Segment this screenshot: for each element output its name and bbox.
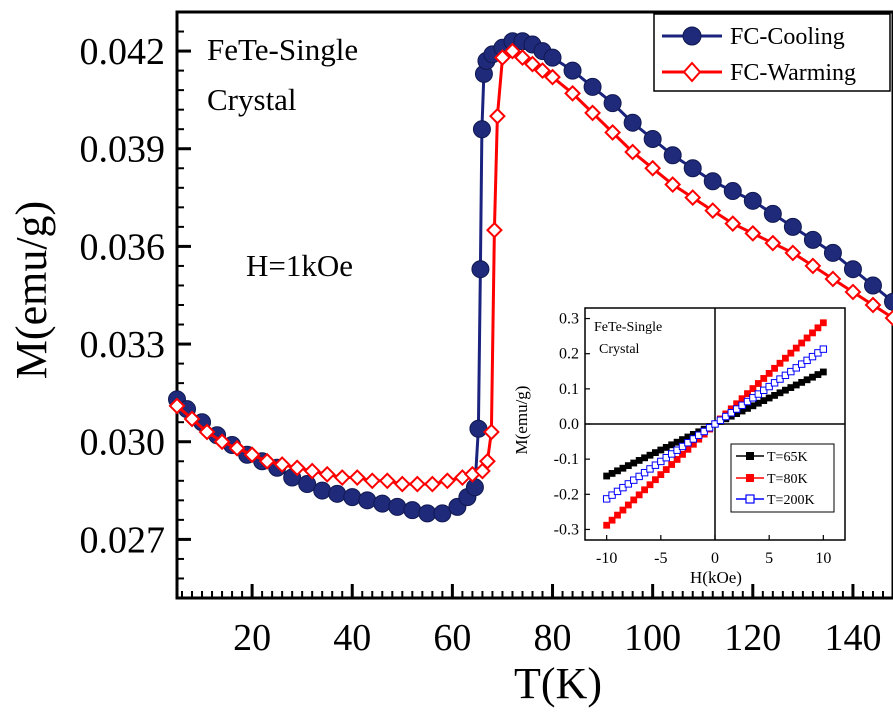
main-y-tick-label: 0.030 (80, 422, 166, 464)
main-x-tick-label: 20 (233, 617, 271, 659)
inset-x-tick-label: 10 (815, 550, 831, 567)
data-point-fc-cooling (544, 49, 561, 66)
data-point-fc-cooling (784, 218, 801, 235)
data-point-fc-cooling (704, 173, 721, 190)
inset-legend-80k-label: T=80K (767, 472, 808, 487)
inset-annotation-line2: Crystal (599, 342, 640, 357)
inset-data-point-t-200k (820, 346, 826, 352)
main-legend: FC-Cooling FC-Warming (654, 14, 890, 91)
inset-y-tick-label: 0.0 (559, 416, 579, 433)
main-x-tick-label: 120 (724, 617, 781, 659)
inset-x-tick-label: -10 (596, 550, 617, 567)
main-y-tick-label: 0.027 (80, 519, 166, 561)
main-x-tick-label: 140 (824, 617, 881, 659)
data-point-fc-cooling (359, 492, 376, 509)
data-point-fc-cooling (864, 277, 881, 294)
inset-data-point-t-80k (820, 319, 827, 326)
data-point-fc-cooling (329, 485, 346, 502)
data-point-fc-cooling (724, 183, 741, 200)
inset-legend-200k-marker (746, 495, 754, 503)
data-point-fc-cooling (624, 114, 641, 131)
inset-legend: T=65K T=80K T=200K (731, 444, 834, 512)
data-point-fc-cooling (664, 147, 681, 164)
data-point-fc-cooling (764, 205, 781, 222)
inset-x-axis-label: H(kOe) (690, 568, 742, 587)
data-point-fc-cooling (314, 482, 331, 499)
inset-y-tick-label: -0.1 (554, 451, 579, 468)
main-y-tick-label: 0.033 (80, 324, 166, 366)
data-point-fc-cooling (419, 505, 436, 522)
data-point-fc-cooling (473, 121, 490, 138)
data-point-fc-cooling (844, 261, 861, 278)
main-x-tick-label: 80 (534, 617, 572, 659)
data-point-fc-cooling (389, 498, 406, 515)
main-field-annotation: H=1kOe (246, 248, 353, 283)
legend-fc-cooling-label: FC-Cooling (730, 24, 845, 50)
data-point-fc-cooling (744, 192, 761, 209)
inset-legend-65k-label: T=65K (767, 450, 808, 465)
inset-y-tick-label: 0.2 (559, 346, 579, 363)
data-point-fc-cooling (604, 95, 621, 112)
inset-x-tick-label: 5 (765, 550, 773, 567)
main-y-tick-label: 0.036 (80, 226, 166, 268)
data-point-fc-cooling (470, 420, 487, 437)
data-point-fc-cooling (404, 502, 421, 519)
inset-legend-65k-marker (746, 452, 754, 460)
main-annotation-line2: Crystal (207, 82, 297, 117)
inset-y-tick-label: -0.2 (554, 486, 579, 503)
data-point-fc-cooling (374, 495, 391, 512)
inset-y-tick-label: 0.3 (559, 311, 579, 328)
main-x-tick-label: 100 (624, 617, 681, 659)
data-point-fc-cooling (824, 244, 841, 261)
inset-annotation-line1: FeTe-Single (594, 320, 662, 335)
data-point-fc-cooling (804, 231, 821, 248)
data-point-fc-cooling (584, 78, 601, 95)
data-point-fc-cooling (344, 489, 361, 506)
main-x-axis-label: T(K) (514, 659, 602, 708)
legend-fc-cooling-marker (683, 27, 701, 45)
data-point-fc-cooling (684, 160, 701, 177)
inset-data-point-t-65k (820, 369, 827, 376)
main-annotation-line1: FeTe-Single (207, 32, 358, 67)
main-x-tick-label: 60 (433, 617, 471, 659)
inset-y-tick-label: -0.3 (554, 521, 579, 538)
inset-y-axis-label: M(emu/g) (512, 386, 531, 455)
data-point-fc-cooling (472, 261, 489, 278)
data-point-fc-cooling (466, 479, 483, 496)
main-x-tick-label: 40 (333, 617, 371, 659)
data-point-fc-cooling (434, 505, 451, 522)
inset-legend-200k-label: T=200K (767, 493, 815, 508)
legend-fc-warming-label: FC-Warming (730, 60, 856, 86)
inset-legend-80k-marker (746, 474, 754, 482)
inset-x-tick-label: -5 (654, 550, 667, 567)
data-point-fc-cooling (564, 62, 581, 79)
main-y-tick-label: 0.042 (80, 31, 166, 73)
inset-y-tick-label: 0.1 (559, 381, 579, 398)
inset-x-tick-label: 0 (711, 550, 719, 567)
data-point-fc-cooling (644, 130, 661, 147)
main-y-tick-label: 0.039 (80, 129, 166, 171)
main-y-axis-label: M(emu/g) (7, 201, 56, 379)
